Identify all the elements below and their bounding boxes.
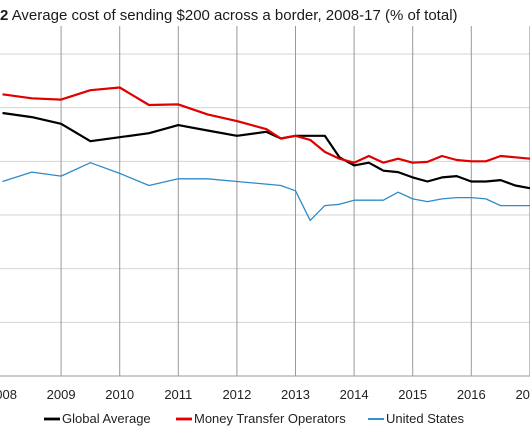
legend: Global Average Money Transfer Operators Un… bbox=[44, 411, 465, 426]
x-tick-2012: 2012 bbox=[222, 387, 251, 402]
x-tick-2016: 2016 bbox=[457, 387, 486, 402]
horizontal-gridlines bbox=[0, 53, 530, 377]
legend-money-transfer-operators-label: Money Transfer Operators bbox=[194, 411, 346, 426]
x-tick-2015: 2015 bbox=[398, 387, 427, 402]
series-lines bbox=[2, 86, 530, 222]
legend-united-states-label: United States bbox=[386, 411, 465, 426]
x-tick-2010: 2010 bbox=[105, 387, 134, 402]
series-line-united-states bbox=[2, 162, 530, 222]
x-tick-2017: 2017 bbox=[515, 387, 530, 402]
x-axis-tick-labels: 2008 2009 2010 2011 2012 2013 2014 2015 2016 2017 bbox=[0, 387, 530, 402]
chart-title-text: Average cost of sending $200 across a bo… bbox=[11, 7, 458, 24]
x-tick-2013: 2013 bbox=[281, 387, 310, 402]
x-tick-2009: 2009 bbox=[47, 387, 76, 402]
series-line-money-transfer-operators bbox=[2, 86, 530, 164]
vertical-gridlines bbox=[60, 26, 530, 376]
x-tick-2014: 2014 bbox=[340, 387, 369, 402]
legend-global-average-label: Global Average bbox=[62, 411, 151, 426]
x-tick-2008: 2008 bbox=[0, 387, 17, 402]
chart-title: 2 Average cost of sending $200 across a … bbox=[0, 7, 458, 24]
series-line-global-average bbox=[2, 111, 530, 190]
x-tick-2011: 2011 bbox=[164, 387, 192, 402]
figure-number: 2 bbox=[0, 7, 9, 24]
